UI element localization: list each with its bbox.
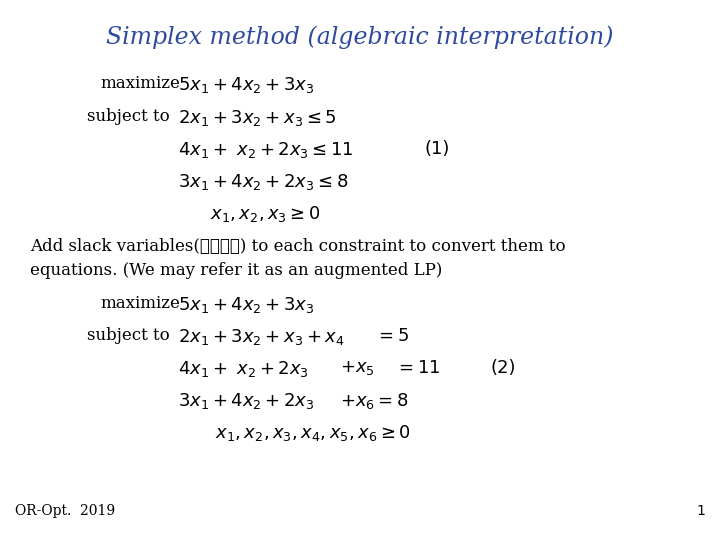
Text: $=11$: $=11$: [395, 359, 441, 377]
Text: $x_1,x_2,x_3 \geq 0$: $x_1,x_2,x_3 \geq 0$: [210, 204, 320, 224]
Text: Add slack variables(여유변수) to each constraint to convert them to: Add slack variables(여유변수) to each constr…: [30, 238, 566, 255]
Text: maximize: maximize: [100, 75, 180, 92]
Text: (2): (2): [490, 359, 516, 377]
Text: $x_1,x_2,x_3,x_4,x_5,x_6 \geq 0$: $x_1,x_2,x_3,x_4,x_5,x_6 \geq 0$: [215, 423, 411, 443]
Text: $3x_1+4x_2+2x_3 \leq 8$: $3x_1+4x_2+2x_3 \leq 8$: [178, 172, 348, 192]
Text: $5x_1+4x_2+3x_3$: $5x_1+4x_2+3x_3$: [178, 295, 315, 315]
Text: OR-Opt.  2019: OR-Opt. 2019: [15, 504, 115, 518]
Text: $2x_1+3x_2+x_3+x_4$: $2x_1+3x_2+x_3+x_4$: [178, 327, 345, 347]
Text: subject to: subject to: [87, 327, 170, 344]
Text: $+x_6=8$: $+x_6=8$: [340, 391, 408, 411]
Text: subject to: subject to: [87, 108, 170, 125]
Text: $5x_1+4x_2+3x_3$: $5x_1+4x_2+3x_3$: [178, 75, 315, 95]
Text: Simplex method (algebraic interpretation): Simplex method (algebraic interpretation…: [107, 25, 613, 49]
Text: $4x_1+\ x_2+2x_3 \leq 11$: $4x_1+\ x_2+2x_3 \leq 11$: [178, 140, 354, 160]
Text: maximize: maximize: [100, 295, 180, 312]
Text: equations. (We may refer it as an augmented LP): equations. (We may refer it as an augmen…: [30, 262, 442, 279]
Text: $3x_1+4x_2+2x_3$: $3x_1+4x_2+2x_3$: [178, 391, 315, 411]
Text: $+x_5$: $+x_5$: [340, 359, 374, 377]
Text: (1): (1): [425, 140, 451, 158]
Text: $=5$: $=5$: [375, 327, 409, 345]
Text: 1: 1: [696, 504, 705, 518]
Text: $2x_1+3x_2+x_3 \leq 5$: $2x_1+3x_2+x_3 \leq 5$: [178, 108, 336, 128]
Text: $4x_1+\ x_2+2x_3$: $4x_1+\ x_2+2x_3$: [178, 359, 309, 379]
